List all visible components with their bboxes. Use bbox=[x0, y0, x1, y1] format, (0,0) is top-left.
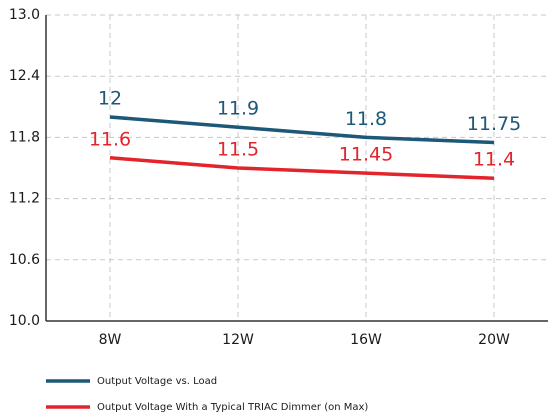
data-label: 11.75 bbox=[467, 113, 521, 135]
x-tick-label: 16W bbox=[350, 332, 382, 348]
data-label: 11.9 bbox=[217, 98, 259, 120]
data-label: 11.8 bbox=[345, 108, 387, 130]
series-line bbox=[109, 156, 495, 180]
data-label: 12 bbox=[98, 88, 122, 110]
y-tick-label: 13.0 bbox=[9, 7, 40, 23]
data-label: 11.4 bbox=[473, 149, 515, 171]
data-label: 11.45 bbox=[339, 144, 393, 166]
y-tick-label: 10.0 bbox=[9, 313, 40, 329]
series-line bbox=[109, 115, 495, 145]
x-tick-label: 20W bbox=[478, 332, 510, 348]
legend-label: Output Voltage vs. Load bbox=[97, 376, 217, 387]
legend-label: Output Voltage With a Typical TRIAC Dimm… bbox=[97, 402, 368, 413]
y-tick-label: 11.2 bbox=[9, 191, 40, 207]
data-label: 11.5 bbox=[217, 139, 259, 161]
data-label: 11.6 bbox=[89, 128, 131, 150]
x-tick-label: 8W bbox=[99, 332, 122, 348]
x-tick-label: 12W bbox=[222, 332, 254, 348]
y-tick-label: 10.6 bbox=[9, 252, 40, 268]
y-tick-label: 12.4 bbox=[9, 68, 40, 84]
y-tick-label: 11.8 bbox=[9, 129, 40, 145]
